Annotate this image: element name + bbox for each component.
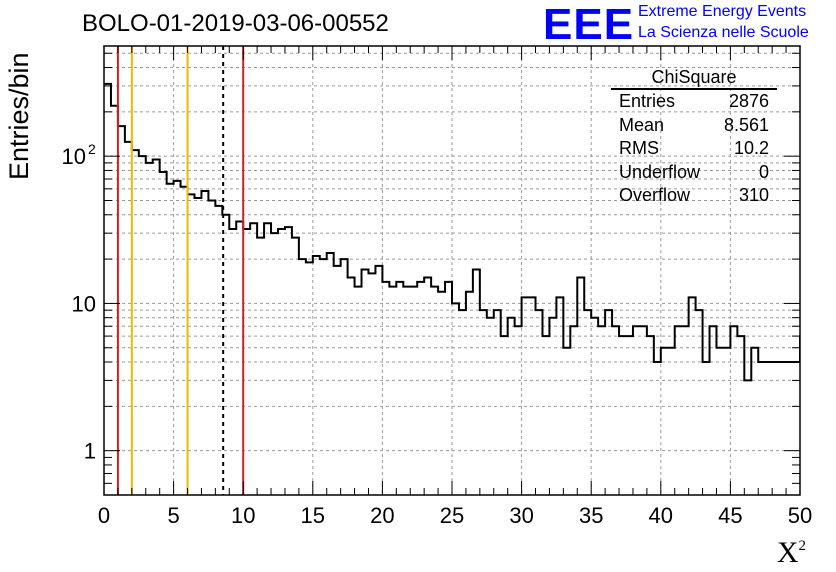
- y-tick-label: 1: [84, 439, 96, 464]
- stats-row: RMS 10.2: [611, 137, 777, 161]
- x-tick-label: 35: [579, 503, 603, 528]
- x-tick-label: 20: [370, 503, 394, 528]
- eee-logo: EEE: [543, 0, 635, 49]
- x-axis-label: X2: [777, 536, 806, 570]
- stats-value: 2876: [728, 91, 769, 111]
- stats-value: 8.561: [723, 114, 769, 135]
- stats-row: Underflow 0: [611, 161, 777, 185]
- stats-rows: Entries 2876 Mean 8.561 RMS 10.2 Underflow 0 Ove…: [611, 90, 777, 208]
- chart-title: BOLO-01-2019-03-06-00552: [82, 10, 389, 37]
- stats-title: ChiSquare: [611, 66, 777, 90]
- histogram-series: [104, 82, 800, 382]
- stats-label: Mean: [619, 114, 665, 135]
- y-tick-label-sup: 2: [88, 141, 96, 157]
- y-tick-label: 10: [72, 291, 96, 316]
- stats-label: RMS: [619, 138, 659, 158]
- x-tick-label: 45: [718, 503, 742, 528]
- x-tick-label: 0: [98, 503, 110, 528]
- stats-value: 0: [758, 161, 769, 182]
- x-tick-label: 40: [649, 503, 673, 528]
- x-axis-label-main: X: [776, 536, 799, 569]
- stats-row: Overflow 310: [611, 184, 777, 208]
- x-tick-label: 30: [509, 503, 533, 528]
- stats-row: Entries 2876: [611, 90, 777, 114]
- x-tick-label: 10: [231, 503, 255, 528]
- x-tick-label: 50: [788, 503, 812, 528]
- x-tick-label: 15: [301, 503, 325, 528]
- stats-value: 310: [738, 185, 769, 205]
- logo-line2: La Scienza nelle Scuole: [638, 24, 809, 41]
- logo-line1: Extreme Energy Events: [638, 3, 807, 20]
- x-axis-label-sup: 2: [798, 538, 807, 554]
- stats-box: ChiSquare Entries 2876 Mean 8.561 RMS 10.2 Und…: [611, 66, 777, 208]
- stats-label: Overflow: [619, 185, 691, 205]
- stats-row: Mean 8.561: [611, 114, 777, 138]
- x-tick-label: 25: [440, 503, 464, 528]
- x-tick-label: 5: [167, 503, 179, 528]
- stats-value: 10.2: [733, 138, 769, 158]
- y-tick-label: 10: [62, 144, 86, 169]
- stats-label: Entries: [619, 91, 676, 111]
- stats-label: Underflow: [619, 161, 701, 182]
